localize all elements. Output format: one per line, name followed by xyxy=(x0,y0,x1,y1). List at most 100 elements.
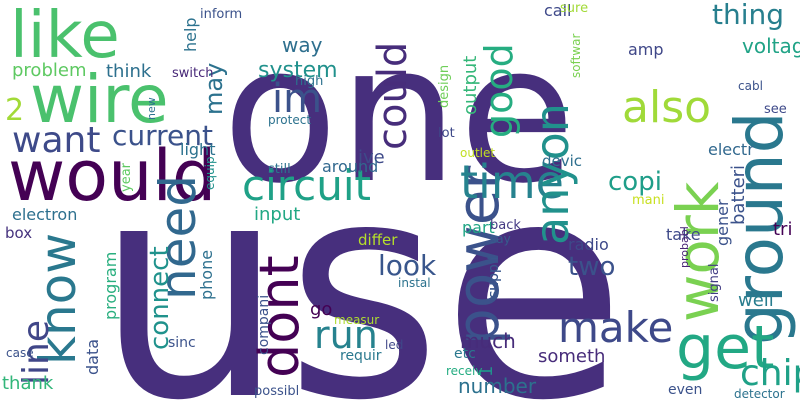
word-make: make xyxy=(558,303,673,352)
word-case: case xyxy=(6,346,34,360)
word-electron: electron xyxy=(12,205,77,224)
word-ground: ground xyxy=(721,111,798,345)
word-around: around xyxy=(322,157,378,176)
word-batteri: batteri xyxy=(728,165,749,225)
word-run: run xyxy=(314,313,378,357)
word-softwar: softwar xyxy=(569,34,583,78)
word-take: take xyxy=(666,225,701,244)
word-problem: problem xyxy=(12,60,86,81)
word-design: design xyxy=(437,65,452,108)
word-thing: thing xyxy=(712,0,784,31)
word-use: use xyxy=(95,117,626,400)
word-data: data xyxy=(83,339,102,375)
word-ive: ive xyxy=(358,147,385,168)
word-light: light xyxy=(180,140,215,159)
word-im: im xyxy=(272,76,322,122)
word-wire: wire xyxy=(30,61,169,138)
word-current: current xyxy=(112,119,213,152)
word-even: even xyxy=(668,382,702,398)
word-radio: radio xyxy=(568,235,609,254)
word-tri: tri xyxy=(773,219,792,240)
word-year: year xyxy=(119,162,134,192)
word-sinc: sinc xyxy=(168,335,196,351)
word-go: go xyxy=(310,299,332,320)
word-part: part xyxy=(462,218,495,237)
word-1: 1 xyxy=(476,366,497,377)
word-amp: amp xyxy=(628,40,664,59)
word-lot: lot xyxy=(438,126,455,141)
word-differ: differ xyxy=(358,231,398,249)
word-work: work xyxy=(664,181,732,322)
word-devic: devic xyxy=(542,152,582,170)
word-signal: signal xyxy=(707,264,722,302)
word-could: could xyxy=(370,42,416,150)
word-switch: switch xyxy=(172,66,214,81)
word-receiv: receiv xyxy=(446,364,482,378)
word-number: number xyxy=(458,374,537,398)
word-get: get xyxy=(676,313,775,383)
word-equip: equip xyxy=(203,156,217,190)
word-probabl: probabl xyxy=(678,226,691,268)
word-anyon: anyon xyxy=(525,103,579,245)
word-want: want xyxy=(12,120,100,161)
word-back: back xyxy=(490,218,521,233)
word-need: need xyxy=(149,175,207,300)
word-outlet: outlet xyxy=(460,146,495,160)
word-box: box xyxy=(5,224,32,242)
word-thank: thank xyxy=(2,373,54,394)
word-high: high xyxy=(295,74,323,89)
word-2: 2 xyxy=(5,93,24,128)
word-measur: measur xyxy=(334,313,379,327)
word-line: line xyxy=(16,320,57,385)
word-suppli: supplI xyxy=(486,256,502,298)
word-compani: compani xyxy=(256,295,272,355)
word-call: call xyxy=(544,1,572,20)
word-chip: chip xyxy=(740,353,800,394)
word-still: still xyxy=(268,162,291,177)
word-possibl: possibl xyxy=(254,384,299,399)
word-mani: mani xyxy=(632,193,664,208)
word-requir: requir xyxy=(340,348,382,364)
word-look: look xyxy=(378,249,437,282)
word-good: good xyxy=(477,43,521,138)
word-time: time xyxy=(460,155,564,209)
word-like: like xyxy=(10,0,120,73)
word-circuit: circuit xyxy=(242,161,371,210)
word-someth: someth xyxy=(538,346,605,367)
word-two: two xyxy=(568,252,615,282)
word-voltag: voltag xyxy=(742,34,800,58)
word-connect: connect xyxy=(145,246,175,350)
word-way: way xyxy=(282,33,323,57)
word-output: output xyxy=(460,56,481,115)
word-inform: inform xyxy=(200,7,242,22)
word-program: program xyxy=(101,252,120,320)
word-instal: instal xyxy=(398,276,431,290)
word-led: led xyxy=(385,338,403,352)
word-electr: electr xyxy=(708,140,754,159)
word-phone: phone xyxy=(197,250,216,300)
word-one: one xyxy=(222,4,576,225)
word-power: power xyxy=(444,166,512,345)
word-say: say xyxy=(490,232,511,246)
word-think: think xyxy=(106,61,152,82)
word-know: know xyxy=(29,233,87,365)
word-see: see xyxy=(764,102,787,117)
word-copi: copi xyxy=(608,167,662,197)
word-etc: etc xyxy=(454,346,476,362)
word-gener: gener xyxy=(713,199,732,246)
word-would: would xyxy=(8,135,216,217)
word-new: new xyxy=(145,97,158,120)
word-cabl: cabl xyxy=(738,79,763,93)
word-detector: detector xyxy=(734,387,785,400)
word-dont: dont xyxy=(248,255,311,378)
word-sure: sure xyxy=(560,1,588,16)
word-may: may xyxy=(200,63,228,115)
word-suppli: supplI xyxy=(486,256,502,298)
word-input: input xyxy=(254,204,300,225)
word-also: also xyxy=(622,82,711,133)
word-much: much xyxy=(460,329,516,353)
word-protect: protect xyxy=(268,113,311,127)
word-well: well xyxy=(738,290,774,311)
